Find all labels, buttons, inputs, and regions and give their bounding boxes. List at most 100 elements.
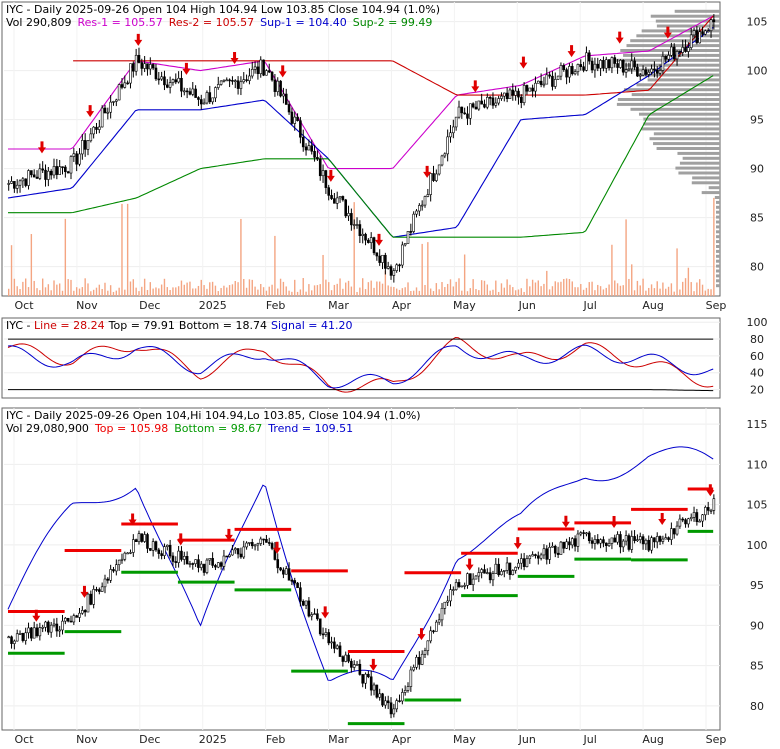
y-tick-105: 105: [747, 16, 768, 29]
candle-body: [570, 66, 574, 75]
ohlc-body: [92, 589, 95, 605]
candle-body: [276, 80, 280, 92]
ohlc-body: [293, 580, 297, 584]
ohlc-body: [228, 554, 231, 557]
ohlc-body: [61, 620, 64, 631]
candle-body: [137, 54, 141, 63]
candle-body: [367, 239, 370, 243]
sell-arrow: [417, 628, 426, 641]
y-tick-20: 20: [750, 384, 764, 397]
candle-body: [539, 80, 543, 85]
ohlc-body: [415, 656, 418, 668]
profile-bar: [677, 151, 720, 155]
volume-bar: [16, 286, 18, 296]
candle-body: [191, 88, 195, 95]
candle-body: [698, 31, 702, 44]
candle-body: [177, 77, 180, 83]
volume-bar: [177, 286, 180, 296]
profile-bar: [716, 215, 720, 219]
ohlc-body: [151, 541, 155, 551]
volume-bar: [24, 278, 27, 296]
volume-bar: [260, 283, 262, 296]
candle-body: [443, 153, 447, 157]
ohlc-body: [429, 630, 432, 642]
volume-bar: [582, 289, 585, 296]
volume-bar: [472, 279, 474, 296]
ohlc-body: [49, 624, 53, 633]
candle-body: [24, 178, 27, 186]
ohlc-body: [338, 645, 342, 657]
sell-arrow: [278, 65, 287, 78]
volume-bar: [109, 285, 112, 296]
candle-body: [61, 166, 64, 168]
candle-body: [378, 255, 381, 263]
candle-body: [38, 168, 42, 179]
ohlc-body: [452, 589, 455, 591]
ohlc-body: [27, 627, 30, 634]
candle-body: [55, 166, 59, 175]
sell-arrow: [86, 105, 95, 118]
profile-bar: [626, 44, 720, 48]
ohlc-body: [392, 708, 396, 715]
volume-bar: [701, 284, 704, 296]
volume-bar: [362, 278, 364, 296]
candle-body: [565, 69, 568, 78]
ohlc-body: [284, 568, 288, 575]
candle-body: [497, 98, 500, 104]
candle-body: [562, 65, 566, 71]
volume-bar: [495, 280, 497, 296]
volume-bar: [475, 289, 477, 296]
volume-bar: [531, 279, 534, 296]
ohlc-body: [678, 518, 682, 527]
volume-bar: [639, 285, 641, 296]
ohlc-body: [386, 700, 390, 704]
ohlc-body: [180, 550, 183, 560]
ohlc-body: [570, 538, 574, 546]
price-header-line2: Vol 290,809 Res-1 = 105.57 Res-2 = 105.57 S…: [6, 16, 432, 29]
candle-body: [517, 90, 520, 98]
x-tick-Dec: Dec: [139, 733, 160, 745]
volume-bar: [44, 287, 47, 296]
candle-body: [100, 107, 104, 128]
volume-bar: [699, 279, 701, 296]
candle-body: [304, 146, 308, 151]
volume-bar: [614, 280, 616, 296]
ohlc-body: [13, 640, 16, 644]
candle-body: [15, 184, 19, 189]
volume-bar: [503, 287, 505, 296]
volume-bar: [534, 282, 537, 296]
sell-arrow: [615, 31, 624, 44]
volume-bar: [169, 289, 171, 296]
volume-bar: [563, 278, 565, 296]
candle-body: [689, 34, 693, 48]
volume-bar: [353, 202, 355, 296]
ohlc-body: [437, 619, 441, 623]
volume-bar: [41, 278, 44, 296]
volume-bar: [294, 279, 296, 296]
price-candles: [7, 14, 716, 283]
ohlc-body: [381, 693, 384, 706]
oscillator-line-line: [7, 336, 714, 393]
ohlc-body: [692, 512, 696, 518]
candle-body: [248, 75, 251, 81]
candle-body: [681, 47, 685, 53]
ohlc-body: [177, 550, 180, 563]
ohlc-body: [613, 537, 617, 543]
ohlc-body: [287, 568, 291, 581]
volume-bar: [350, 286, 353, 296]
volume-bar: [333, 284, 336, 296]
ohlc-body: [72, 615, 76, 623]
volume-bar: [568, 278, 571, 296]
candle-body: [500, 95, 503, 99]
volume-bar: [390, 286, 392, 296]
candle-body: [41, 168, 44, 171]
y-tick-95: 95: [750, 114, 764, 127]
ohlc-body: [44, 621, 47, 628]
volume-bar: [418, 290, 421, 296]
ohlc-body: [585, 532, 588, 535]
series-line-res-1: [8, 15, 714, 170]
ohlc-body: [208, 558, 212, 561]
ohlc-body: [610, 537, 614, 544]
candle-body: [140, 62, 144, 69]
candle-body: [375, 252, 379, 257]
